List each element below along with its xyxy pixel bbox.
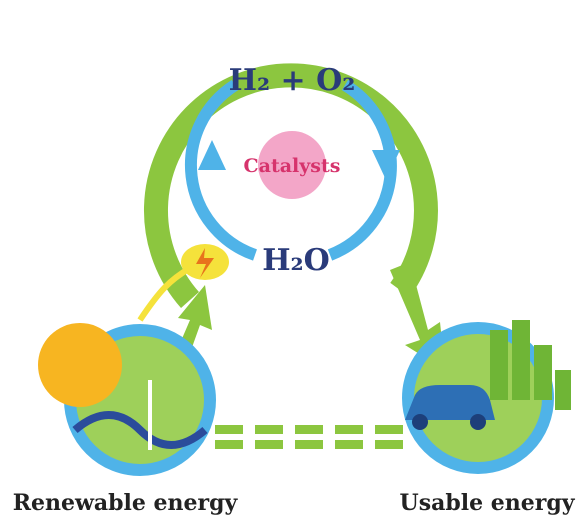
car xyxy=(405,385,495,420)
blue-arrowhead-down xyxy=(372,150,400,180)
wheel xyxy=(470,414,486,430)
node-label: Renewable energy xyxy=(13,490,239,516)
dashed-link xyxy=(215,425,403,449)
bottom-label: H₂O xyxy=(262,243,330,278)
wheel xyxy=(412,414,428,430)
green-loop xyxy=(143,63,438,308)
center-label: Catalysts xyxy=(244,155,341,177)
top-label: H₂ + O₂ xyxy=(229,63,356,98)
river xyxy=(72,411,208,449)
node-label: Usable energy xyxy=(400,490,576,516)
city xyxy=(490,320,571,410)
sun xyxy=(38,323,122,407)
blue-arc-left xyxy=(184,79,257,261)
blue-arrowhead-up xyxy=(198,140,226,170)
blue-arc-right xyxy=(327,79,397,261)
bolt xyxy=(196,248,214,278)
catalyst-circle xyxy=(258,131,326,199)
